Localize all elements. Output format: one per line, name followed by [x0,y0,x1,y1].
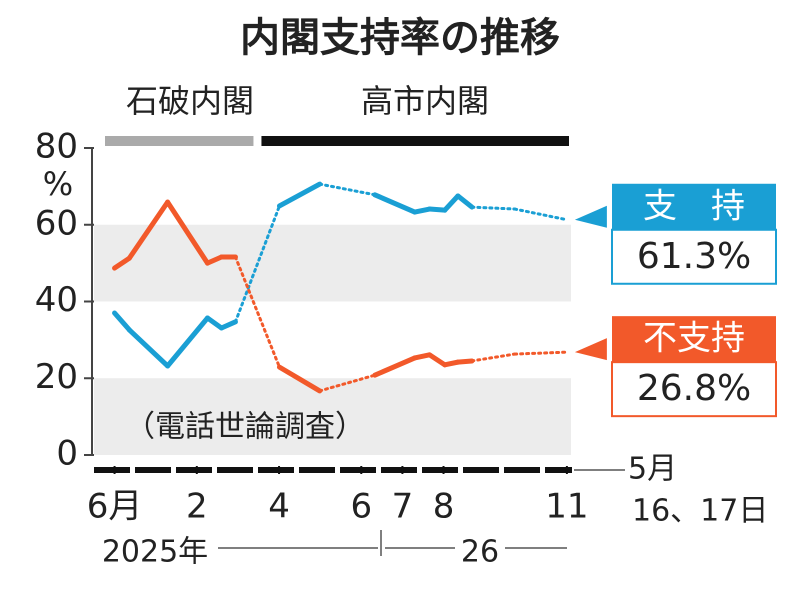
line-segment [455,358,475,365]
line-connector [318,182,377,197]
line-segment [276,364,323,394]
pointer [574,338,607,361]
shaded-band [94,378,571,455]
line-segment [427,206,448,213]
line-connector [470,352,517,363]
line-segment [126,327,171,369]
line-segment [372,192,418,215]
line-connector [513,207,569,222]
line-connector [470,205,517,211]
x-end-label: 5月 [628,452,677,487]
line-segment [112,310,132,333]
line-connector [233,255,281,369]
line-segment [165,199,210,266]
line-segment [412,352,433,361]
line-connector [318,373,377,393]
x-end-label: 16、17日 [632,494,768,529]
y-tick-label: 20 [35,357,78,397]
legend-box [612,316,776,363]
period-label: 石破内閣 [126,82,254,120]
y-unit: % [43,165,73,203]
x-tick-label: 2 [186,487,208,527]
legend-label: 不支持 [643,319,745,359]
x-tick-label: 6 [350,487,372,527]
line-segment [276,181,323,209]
line-connector [233,204,281,324]
y-tick-label: 40 [35,280,78,320]
x-tick-label: 4 [268,487,290,527]
data-label: 61.3% [637,236,751,277]
line-segment [455,193,475,210]
line-segment [204,315,224,331]
line-segment [427,352,448,368]
label-box [611,228,777,285]
line-segment [165,315,210,369]
y-tick-label: 0 [56,434,78,474]
year-label: 26 [461,535,499,570]
line-segment [412,206,433,215]
x-tick-label: 7 [392,487,414,527]
line-segment [112,255,132,271]
chart-title: 内閣支持率の推移 [240,15,560,61]
label-box [611,361,777,418]
line-segment [204,254,224,266]
y-tick-label: 80 [35,127,78,167]
x-tick-label: 11 [545,487,588,527]
bands [94,224,571,455]
year-label: 2025年 [102,535,208,570]
x-tick-label: 6月 [87,487,143,527]
line-segment [126,199,171,261]
data-label: 26.8% [637,368,751,409]
line-segment [372,355,418,378]
legend-label: 支 持 [643,186,745,226]
shaded-band [94,224,571,302]
line-connector [513,350,569,356]
line-segment [442,193,461,213]
pointer [574,205,607,228]
note: （電話世論調査） [125,410,365,445]
x-tick-label: 8 [433,487,455,527]
legend-box [612,183,776,230]
y-tick-label: 60 [35,203,78,243]
line-segment [218,319,238,331]
period-label: 高市内閣 [361,82,489,120]
